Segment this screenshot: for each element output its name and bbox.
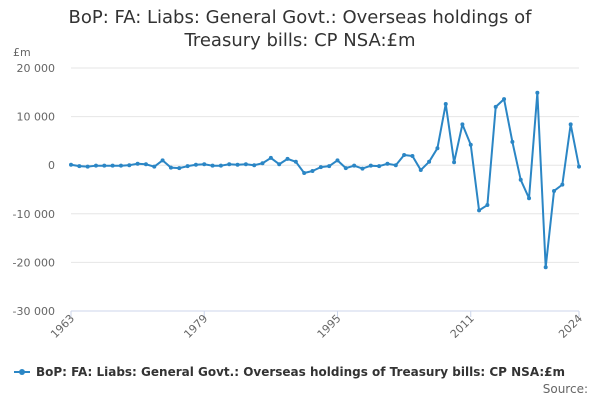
data-point: [310, 169, 315, 174]
data-point: [260, 161, 265, 166]
data-point: [435, 146, 440, 151]
data-point: [135, 161, 140, 166]
data-point: [518, 177, 523, 182]
data-point: [143, 162, 148, 167]
data-point: [268, 155, 273, 160]
data-point: [160, 158, 165, 163]
data-point: [177, 166, 182, 171]
data-point: [302, 170, 307, 175]
data-point: [477, 208, 482, 213]
data-point: [118, 163, 123, 168]
data-point: [560, 182, 565, 187]
data-point: [468, 142, 473, 147]
data-point: [527, 196, 532, 201]
data-point: [210, 163, 215, 168]
data-point: [110, 163, 115, 168]
y-tick-label: -10 000: [13, 208, 55, 221]
data-point: [502, 97, 507, 102]
data-point: [235, 162, 240, 167]
data-point: [185, 164, 190, 169]
series-line: [70, 91, 580, 269]
chart-title-line-1: BoP: FA: Liabs: General Govt.: Overseas …: [68, 7, 532, 28]
data-point: [168, 165, 173, 170]
legend[interactable]: BoP: FA: Liabs: General Govt.: Overseas …: [14, 365, 565, 379]
data-point: [318, 165, 323, 170]
data-point: [510, 139, 515, 144]
y-tick-label: 0: [48, 159, 55, 172]
data-point: [293, 159, 298, 164]
data-point: [402, 152, 407, 157]
x-tick-label: 1979: [181, 312, 210, 341]
data-point: [493, 104, 498, 109]
data-point: [152, 164, 157, 169]
x-tick-label: 2011: [448, 312, 477, 341]
data-point: [335, 158, 340, 163]
chart-title-line-2: Treasury bills: CP NSA:£m: [184, 30, 416, 51]
data-point: [102, 163, 107, 168]
data-point: [343, 166, 348, 171]
legend-series-label: BoP: FA: Liabs: General Govt.: Overseas …: [36, 365, 565, 379]
data-point: [69, 162, 73, 167]
data-point: [202, 162, 207, 167]
data-point: [427, 159, 432, 164]
data-point: [77, 164, 82, 169]
data-point: [352, 163, 357, 168]
data-point: [327, 164, 332, 169]
data-point: [552, 188, 557, 193]
data-point: [285, 156, 290, 161]
data-point: [460, 122, 465, 127]
data-point: [218, 163, 223, 168]
data-point: [543, 265, 548, 270]
data-point: [568, 122, 573, 127]
data-point: [277, 162, 282, 167]
data-point: [410, 153, 415, 158]
x-tick-label: 2024: [556, 312, 585, 341]
chart-title: BoP: FA: Liabs: General Govt.: Overseas …: [0, 6, 600, 52]
data-point: [227, 162, 232, 167]
data-point: [452, 160, 457, 165]
data-point: [252, 163, 257, 168]
y-axis-unit-label: £m: [13, 46, 31, 59]
data-point: [377, 164, 382, 169]
data-point: [577, 164, 581, 169]
y-tick-label: -30 000: [13, 305, 55, 318]
data-point: [127, 163, 132, 168]
data-point: [418, 168, 423, 173]
y-tick-label: 10 000: [17, 111, 56, 124]
y-tick-label: 20 000: [17, 62, 56, 75]
data-point: [360, 166, 365, 171]
data-point: [243, 162, 248, 167]
x-tick-label: 1995: [315, 312, 344, 341]
data-point: [193, 162, 198, 167]
data-point: [93, 163, 98, 168]
data-point: [85, 164, 90, 169]
y-tick-label: -20 000: [13, 256, 55, 269]
data-point: [443, 101, 448, 106]
data-point: [385, 161, 390, 166]
data-point: [535, 90, 540, 95]
data-point: [368, 163, 373, 168]
legend-series-marker-icon: [14, 367, 30, 377]
data-point: [485, 203, 490, 208]
data-point: [393, 163, 398, 168]
source-label: Source:: [542, 382, 588, 396]
